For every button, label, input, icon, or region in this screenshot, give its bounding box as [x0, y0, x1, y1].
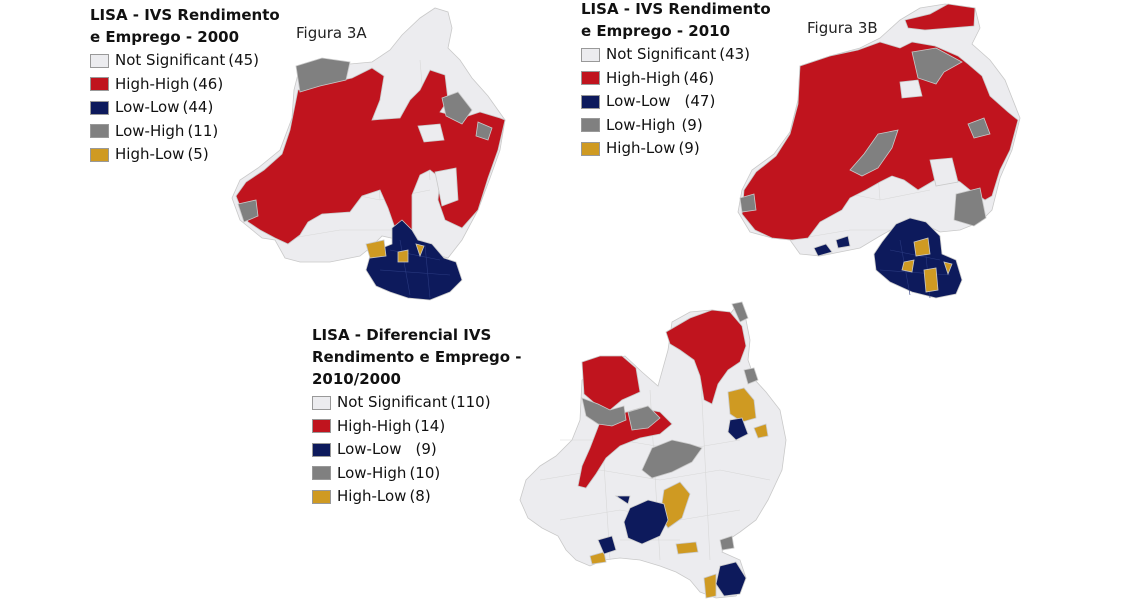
swatch-high-low [581, 141, 600, 156]
legend-item-low-high: Low-High (10) [312, 462, 522, 486]
map-diferencial-low-low-e [715, 561, 747, 597]
map-diferencial-low-high-d [731, 301, 749, 323]
map-2000-high-low-b [397, 249, 409, 263]
map-2010-low-high-c [953, 187, 987, 227]
map-2000-low-high-e [237, 199, 259, 223]
figure-label-3a: Figura 3A [296, 24, 367, 42]
map-diferencial-low-high-f [719, 535, 735, 551]
swatch-high-high [90, 77, 109, 92]
map-2000-low-high-c [475, 121, 493, 141]
map-2010-low-high-d [967, 117, 991, 139]
map-diferencial-low-high-b [627, 405, 661, 431]
legend-item-low-high: Low-High (11) [90, 120, 280, 144]
map-2010-low-high-a [911, 47, 963, 85]
legend-2010: LISA - IVS Rendimento e Emprego - 2010 N… [581, 0, 771, 161]
map-2010-high-low-d [943, 261, 953, 276]
map-diferencial-low-high-e [743, 367, 759, 385]
legend-diferencial: LISA - Diferencial IVS Rendimento e Empr… [312, 324, 522, 509]
map-2010-high-low-b [901, 259, 915, 273]
map-diferencial-high-low-b [753, 423, 769, 439]
swatch-not-significant [90, 53, 109, 68]
swatch-low-high [581, 118, 600, 133]
swatch-low-high [312, 466, 331, 481]
legend-item-high-low: High-Low (9) [581, 137, 771, 161]
legend-item-low-low: Low-Low (9) [312, 438, 522, 462]
swatch-high-high [581, 71, 600, 86]
legend-item-high-high: High-High (14) [312, 415, 522, 439]
map-2010-low-high-b [849, 129, 899, 177]
map-diferencial-high-high-north [665, 309, 747, 405]
map-diferencial-high-low-e [589, 551, 607, 565]
legend-title-2000: LISA - IVS Rendimento e Emprego - 2000 [90, 6, 280, 46]
swatch-low-low [581, 94, 600, 109]
map-diferencial-high-low-d [675, 541, 699, 555]
map-diferencial-low-low-a [727, 417, 749, 441]
legend-item-low-low: Low-Low (47) [581, 90, 771, 114]
map-2010-low-low-cluster [873, 217, 963, 299]
legend-item-low-low: Low-Low (44) [90, 96, 280, 120]
map-diferencial-low-low-d [597, 535, 617, 555]
swatch-low-low [90, 100, 109, 115]
map-2010-high-low-c [923, 267, 939, 293]
swatch-not-significant [581, 47, 600, 62]
swatch-high-low [90, 147, 109, 162]
map-diferencial-low-low-b [623, 499, 669, 545]
legend-title-2010: LISA - IVS Rendimento e Emprego - 2010 [581, 0, 771, 40]
map-2010-low-high-e [739, 193, 757, 213]
map-2000-low-high-a [295, 57, 351, 93]
swatch-high-high [312, 419, 331, 434]
figure-label-3b: Figura 3B [807, 19, 878, 37]
map-2010-low-low-b [813, 243, 833, 257]
map-2010-low-low-c [835, 235, 851, 249]
map-diferencial-high-high-west [581, 355, 641, 411]
legend-item-high-high: High-High (46) [581, 67, 771, 91]
map-2000-high-low-c [415, 243, 425, 258]
map-2000-high-low-a [365, 239, 387, 259]
map-diferencial-low-low-c [614, 495, 631, 505]
swatch-high-low [312, 489, 331, 504]
map-2010-high-high-top [904, 3, 976, 31]
legend-item-high-high: High-High (46) [90, 73, 280, 97]
swatch-not-significant [312, 395, 331, 410]
legend-title-diferencial: LISA - Diferencial IVS Rendimento e Empr… [312, 326, 522, 388]
legend-2000: LISA - IVS Rendimento e Emprego - 2000 N… [90, 4, 280, 167]
legend-item-not-significant: Not Significant (110) [312, 391, 522, 415]
swatch-low-low [312, 442, 331, 457]
map-2010-high-low-a [913, 237, 931, 257]
swatch-low-high [90, 124, 109, 139]
legend-item-high-low: High-Low (5) [90, 143, 280, 167]
map-diferencial-high-low-a [727, 387, 757, 423]
legend-item-not-significant: Not Significant (43) [581, 43, 771, 67]
map-diferencial-low-high-a [581, 397, 627, 427]
map-diferencial-high-low-f [703, 573, 717, 599]
legend-item-high-low: High-Low (8) [312, 485, 522, 509]
map-diferencial-low-high-c [641, 439, 703, 479]
map-2000-low-high-b [441, 91, 473, 125]
legend-item-low-high: Low-High (9) [581, 114, 771, 138]
legend-item-not-significant: Not Significant (45) [90, 49, 280, 73]
